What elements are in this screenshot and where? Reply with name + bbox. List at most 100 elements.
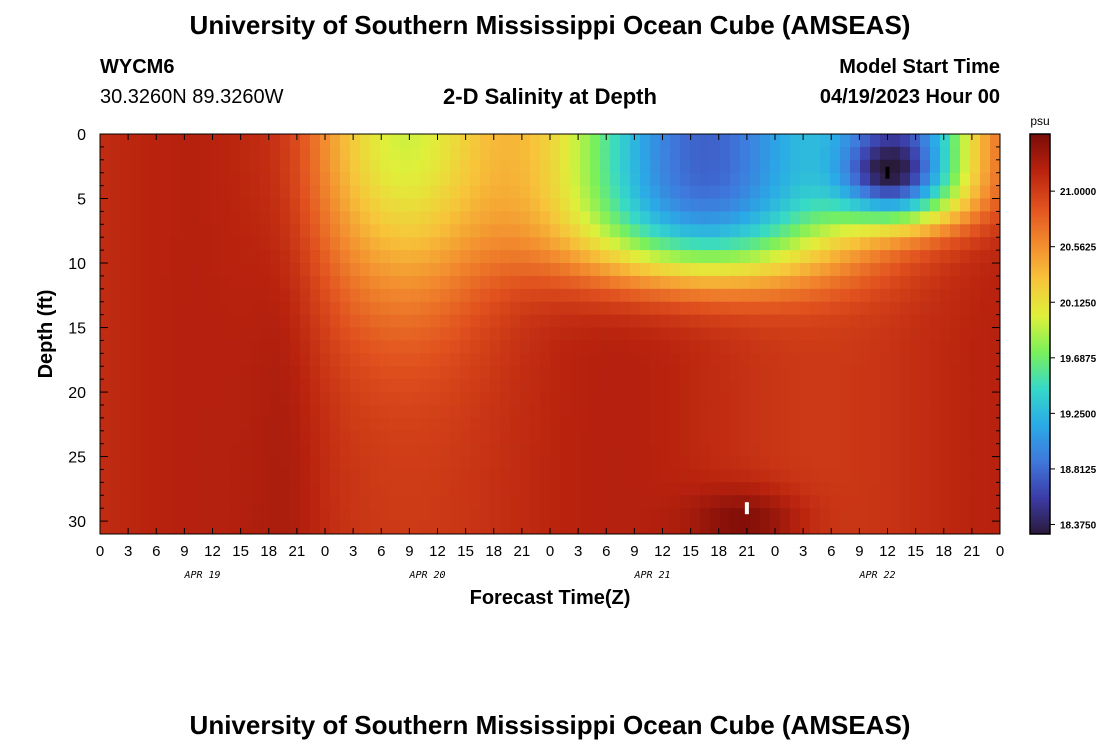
heatmap-cell bbox=[900, 469, 911, 483]
heatmap-cell bbox=[170, 482, 181, 496]
heatmap-cell bbox=[370, 211, 381, 225]
heatmap-cell bbox=[120, 508, 131, 522]
heatmap-cell bbox=[890, 327, 901, 342]
heatmap-cell bbox=[850, 314, 861, 329]
heatmap-cell bbox=[610, 237, 621, 251]
heatmap-cell bbox=[840, 288, 851, 303]
heatmap-cell bbox=[510, 263, 521, 277]
heatmap-cell bbox=[910, 172, 921, 187]
heatmap-cell bbox=[300, 508, 311, 522]
heatmap-cell bbox=[530, 237, 541, 251]
heatmap-cell bbox=[580, 185, 591, 200]
heatmap-cell bbox=[300, 456, 311, 471]
heatmap-cell bbox=[620, 211, 631, 225]
heatmap-cell bbox=[120, 301, 131, 316]
heatmap-cell bbox=[430, 366, 441, 380]
heatmap-cell bbox=[690, 146, 701, 161]
heatmap-cell bbox=[300, 469, 311, 483]
heatmap-cell bbox=[320, 146, 331, 161]
heatmap-cell bbox=[530, 456, 541, 471]
heatmap-cell bbox=[180, 495, 191, 509]
heatmap-cell bbox=[160, 392, 171, 406]
heatmap-cell bbox=[920, 146, 931, 161]
heatmap-cell bbox=[590, 314, 601, 329]
y-tick-label: 15 bbox=[68, 321, 86, 338]
y-tick-label: 30 bbox=[68, 514, 86, 531]
heatmap-cell bbox=[430, 340, 441, 354]
heatmap-cell bbox=[560, 250, 571, 264]
heatmap-cell bbox=[450, 288, 461, 303]
heatmap-cell bbox=[550, 456, 561, 471]
heatmap-cell bbox=[380, 301, 391, 316]
heatmap-cell bbox=[870, 404, 881, 419]
heatmap-cell bbox=[620, 430, 631, 445]
heatmap-cell bbox=[190, 521, 201, 534]
heatmap-cell bbox=[850, 224, 861, 238]
heatmap-cell bbox=[890, 198, 901, 213]
heatmap-cell bbox=[290, 327, 301, 342]
heatmap-cell bbox=[210, 482, 221, 496]
heatmap-cell bbox=[110, 211, 121, 225]
heatmap-cell bbox=[480, 288, 491, 303]
heatmap-cell bbox=[850, 495, 861, 509]
heatmap-cell bbox=[540, 353, 551, 367]
heatmap-cell bbox=[520, 263, 531, 277]
heatmap-cell bbox=[880, 353, 891, 367]
heatmap-cell bbox=[490, 211, 501, 225]
heatmap-cell bbox=[690, 392, 701, 406]
heatmap-cell bbox=[550, 288, 561, 303]
heatmap-cell bbox=[730, 198, 741, 213]
heatmap-cell bbox=[510, 366, 521, 380]
heatmap-cell bbox=[360, 495, 371, 509]
heatmap-cell bbox=[540, 392, 551, 406]
heatmap-cell bbox=[600, 237, 611, 251]
heatmap-cell bbox=[930, 237, 941, 251]
heatmap-cell bbox=[790, 443, 801, 458]
heatmap-cell bbox=[800, 417, 811, 432]
heatmap-cell bbox=[270, 404, 281, 419]
heatmap-cell bbox=[680, 237, 691, 251]
heatmap-cell bbox=[260, 288, 271, 303]
heatmap-cell bbox=[380, 275, 391, 290]
heatmap-cell bbox=[670, 456, 681, 471]
heatmap-cell bbox=[590, 430, 601, 445]
heatmap-cell bbox=[710, 366, 721, 380]
heatmap-cell bbox=[960, 301, 971, 316]
heatmap-cell bbox=[890, 224, 901, 238]
heatmap-cell bbox=[210, 237, 221, 251]
heatmap-cell bbox=[920, 250, 931, 264]
heatmap-cell bbox=[400, 263, 411, 277]
heatmap-cell bbox=[810, 340, 821, 354]
heatmap-cell bbox=[700, 469, 711, 483]
heatmap-cell bbox=[350, 327, 361, 342]
heatmap-cell bbox=[150, 456, 161, 471]
heatmap-cell bbox=[390, 404, 401, 419]
heatmap-cell bbox=[310, 301, 321, 316]
heatmap-cell bbox=[580, 198, 591, 213]
heatmap-cell bbox=[870, 146, 881, 161]
heatmap-cell bbox=[560, 237, 571, 251]
heatmap-cell bbox=[810, 469, 821, 483]
heatmap-cell bbox=[420, 134, 431, 148]
heatmap-cell bbox=[400, 275, 411, 290]
heatmap-cell bbox=[450, 159, 461, 174]
heatmap-cell bbox=[370, 443, 381, 458]
heatmap-cell bbox=[900, 198, 911, 213]
heatmap-cell bbox=[780, 250, 791, 264]
heatmap-cell bbox=[610, 263, 621, 277]
heatmap-cell bbox=[840, 146, 851, 161]
heatmap-cell bbox=[460, 392, 471, 406]
heatmap-cell bbox=[520, 521, 531, 534]
colorbar-tick-label: 21.0000 bbox=[1060, 187, 1097, 198]
heatmap-cell bbox=[810, 430, 821, 445]
heatmap-cell bbox=[930, 366, 941, 380]
heatmap-cell bbox=[700, 417, 711, 432]
heatmap-cell bbox=[540, 275, 551, 290]
heatmap-cell bbox=[430, 301, 441, 316]
heatmap-cell bbox=[160, 263, 171, 277]
heatmap-cell bbox=[370, 521, 381, 534]
heatmap-cell bbox=[170, 379, 181, 393]
heatmap-cell bbox=[370, 417, 381, 432]
heatmap-cell bbox=[530, 288, 541, 303]
heatmap-cell bbox=[250, 353, 261, 367]
